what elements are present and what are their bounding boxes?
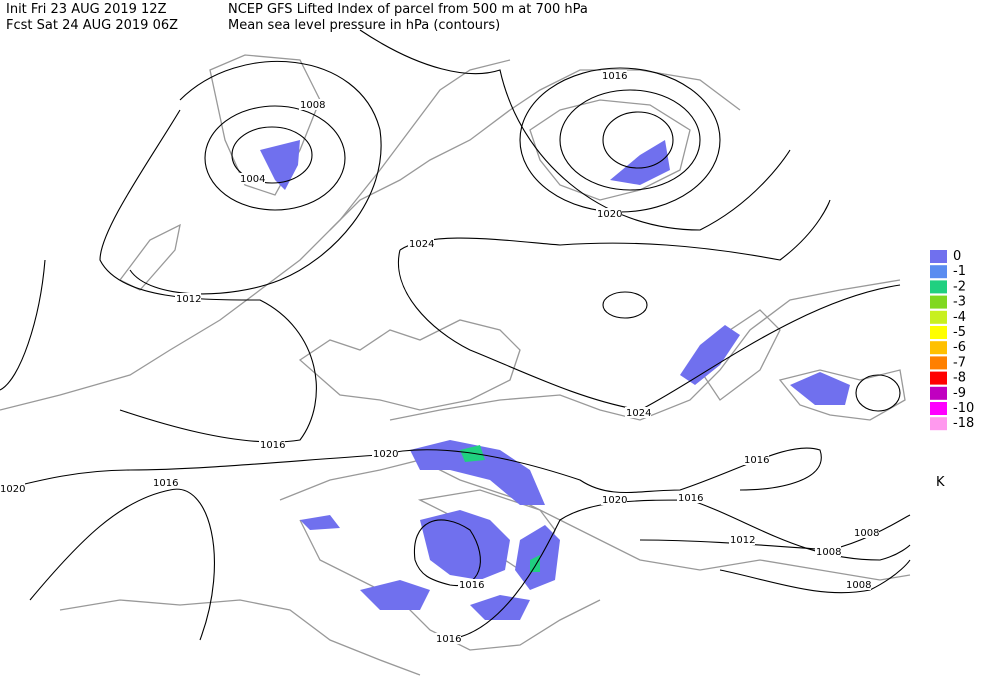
contour-label: 1020 xyxy=(0,484,25,495)
label-backdrop xyxy=(815,546,841,557)
contour-label: 1008 xyxy=(854,528,879,539)
label-backdrop xyxy=(853,527,879,538)
map-subtitle: Mean sea level pressure in hPa (contours… xyxy=(228,18,500,33)
legend-label: -9 xyxy=(953,386,966,401)
legend-swatch xyxy=(930,371,947,385)
legend-label: 0 xyxy=(953,249,961,264)
forecast-time: Fcst Sat 24 AUG 2019 06Z xyxy=(6,18,178,33)
label-backdrop xyxy=(743,454,769,465)
legend-swatch xyxy=(930,386,947,400)
contour-label: 1004 xyxy=(240,174,265,185)
map-title: NCEP GFS Lifted Index of parcel from 500… xyxy=(228,2,588,17)
label-backdrop xyxy=(845,579,871,590)
label-backdrop xyxy=(152,477,178,488)
legend-swatch xyxy=(930,402,947,415)
label-backdrop xyxy=(601,70,627,81)
label-backdrop xyxy=(625,407,651,418)
label-backdrop xyxy=(239,173,265,184)
contour-label: 1016 xyxy=(436,634,461,645)
label-backdrop xyxy=(596,208,622,219)
legend-label: -7 xyxy=(953,355,966,370)
legend-label: -2 xyxy=(953,279,966,294)
legend-swatch xyxy=(930,295,947,309)
legend-label: -3 xyxy=(953,295,966,310)
legend-swatch xyxy=(930,250,947,263)
label-backdrop xyxy=(601,494,627,505)
label-backdrop xyxy=(729,534,755,545)
label-backdrop xyxy=(175,293,201,304)
contour-label: 1008 xyxy=(816,547,841,558)
instability-areas xyxy=(260,140,850,620)
contour-label: 1016 xyxy=(678,493,703,504)
label-backdrop xyxy=(299,99,325,110)
contour-label: 1020 xyxy=(373,449,398,460)
legend-swatch xyxy=(930,356,947,370)
legend-swatch xyxy=(930,280,947,294)
label-backdrop xyxy=(259,439,285,450)
contour-label: 1016 xyxy=(153,478,178,489)
contour-label: 1016 xyxy=(260,440,285,451)
label-backdrop xyxy=(372,448,398,459)
contour-labels: 1008 1004 1016 1020 1024 1012 1016 1020 1024 1016… xyxy=(0,70,879,645)
legend: 0-1-2-3-4-5-6-7-8-9-10-18 K xyxy=(930,249,974,490)
label-backdrop xyxy=(408,238,434,249)
contour-label: 1024 xyxy=(409,239,434,250)
contour-label: 1020 xyxy=(597,209,622,220)
legend-swatch xyxy=(930,341,947,355)
contour-label: 1008 xyxy=(846,580,871,591)
legend-swatch xyxy=(930,417,947,431)
legend-label: -1 xyxy=(953,264,966,279)
label-backdrop xyxy=(677,492,703,503)
legend-label: -10 xyxy=(953,401,974,416)
legend-unit: K xyxy=(936,475,945,490)
legend-label: -4 xyxy=(953,310,966,325)
label-backdrop xyxy=(458,579,484,590)
legend-label: -8 xyxy=(953,371,966,386)
legend-swatch xyxy=(930,265,947,279)
contour-label: 1016 xyxy=(744,455,769,466)
contour-label: 1012 xyxy=(176,294,201,305)
legend-swatch xyxy=(930,326,947,339)
coastlines xyxy=(0,54,911,676)
label-backdrop xyxy=(0,483,25,494)
legend-label: -5 xyxy=(953,325,966,340)
contour-label: 1024 xyxy=(626,408,651,419)
contour-label: 1012 xyxy=(730,535,755,546)
init-time: Init Fri 23 AUG 2019 12Z xyxy=(6,2,167,17)
legend-label: -18 xyxy=(953,416,974,431)
contour-label: 1016 xyxy=(459,580,484,591)
legend-label: -6 xyxy=(953,340,966,355)
label-backdrop xyxy=(435,633,461,644)
contour-label: 1008 xyxy=(300,100,325,111)
legend-swatch xyxy=(930,310,947,324)
contour-label: 1020 xyxy=(602,495,627,506)
contour-label: 1016 xyxy=(602,71,627,82)
